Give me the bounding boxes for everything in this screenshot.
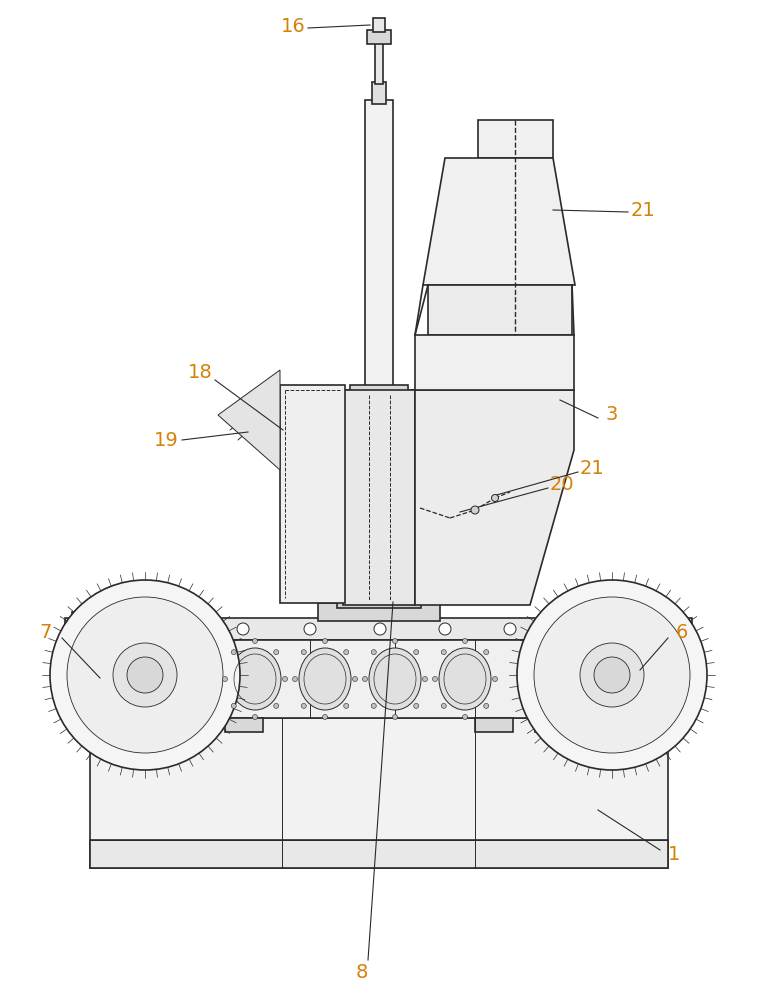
Text: 8: 8 (356, 962, 368, 982)
Circle shape (301, 650, 307, 655)
Bar (475, 718, 513, 732)
Text: 16: 16 (281, 16, 305, 35)
Circle shape (441, 703, 447, 708)
Bar (343, 390, 415, 605)
Circle shape (253, 639, 257, 644)
Circle shape (304, 623, 316, 635)
Text: 18: 18 (188, 363, 213, 382)
Circle shape (491, 494, 499, 502)
Circle shape (374, 623, 386, 635)
Circle shape (232, 703, 236, 708)
Circle shape (432, 676, 438, 682)
Circle shape (422, 676, 428, 682)
Bar (165, 718, 203, 732)
Ellipse shape (299, 648, 351, 710)
Circle shape (493, 676, 497, 682)
Circle shape (127, 657, 163, 693)
Circle shape (371, 703, 376, 708)
Text: 7: 7 (40, 622, 52, 642)
Circle shape (439, 623, 451, 635)
Bar (347, 595, 411, 603)
Polygon shape (415, 390, 574, 605)
Circle shape (414, 650, 419, 655)
Bar (90, 840, 668, 868)
Circle shape (504, 623, 516, 635)
Bar (350, 385, 408, 397)
Circle shape (282, 676, 288, 682)
Circle shape (471, 506, 479, 514)
Circle shape (534, 597, 690, 753)
Polygon shape (218, 370, 280, 470)
Circle shape (113, 643, 177, 707)
Text: 3: 3 (606, 406, 618, 424)
Bar (428, 285, 572, 335)
Circle shape (371, 650, 376, 655)
Ellipse shape (369, 648, 421, 710)
Bar (55, 658, 80, 693)
Bar (72, 612, 84, 620)
Circle shape (292, 676, 298, 682)
Circle shape (594, 657, 630, 693)
Circle shape (189, 623, 201, 635)
Bar (372, 82, 386, 104)
Text: 1: 1 (668, 846, 681, 864)
Circle shape (580, 643, 644, 707)
Circle shape (441, 650, 447, 655)
Circle shape (237, 623, 249, 635)
Bar (535, 718, 573, 732)
Circle shape (463, 639, 468, 644)
Bar (648, 612, 660, 620)
Bar (145, 640, 612, 718)
Polygon shape (343, 390, 415, 605)
Ellipse shape (439, 648, 491, 710)
Text: 19: 19 (154, 430, 179, 450)
Text: 20: 20 (550, 476, 575, 494)
Circle shape (353, 676, 357, 682)
Text: 21: 21 (580, 458, 604, 478)
Circle shape (484, 650, 489, 655)
Circle shape (253, 714, 257, 720)
Bar (65, 618, 115, 640)
Bar (225, 718, 263, 732)
Text: 21: 21 (631, 200, 656, 220)
Bar (280, 385, 345, 603)
Bar (677, 658, 702, 693)
Bar (90, 718, 668, 868)
Circle shape (392, 639, 397, 644)
Circle shape (484, 703, 489, 708)
Bar (318, 603, 440, 621)
Circle shape (67, 597, 223, 753)
Bar (375, 40, 383, 84)
Bar (145, 618, 612, 640)
Bar (666, 612, 678, 620)
Circle shape (344, 703, 349, 708)
Bar (478, 120, 553, 158)
Bar (642, 618, 692, 640)
Bar (373, 18, 385, 32)
Circle shape (322, 714, 328, 720)
Ellipse shape (229, 648, 281, 710)
Bar (367, 30, 391, 44)
Circle shape (363, 676, 367, 682)
Circle shape (301, 703, 307, 708)
Circle shape (50, 580, 240, 770)
Circle shape (517, 580, 707, 770)
Circle shape (223, 676, 228, 682)
Polygon shape (415, 335, 574, 390)
Bar (365, 100, 393, 405)
Circle shape (322, 639, 328, 644)
Circle shape (274, 650, 279, 655)
Circle shape (344, 650, 349, 655)
Circle shape (392, 714, 397, 720)
Bar (90, 612, 102, 620)
Text: 6: 6 (676, 622, 688, 642)
Circle shape (274, 703, 279, 708)
Circle shape (414, 703, 419, 708)
Bar (337, 600, 421, 608)
Polygon shape (423, 158, 575, 285)
Circle shape (463, 714, 468, 720)
Circle shape (232, 650, 236, 655)
